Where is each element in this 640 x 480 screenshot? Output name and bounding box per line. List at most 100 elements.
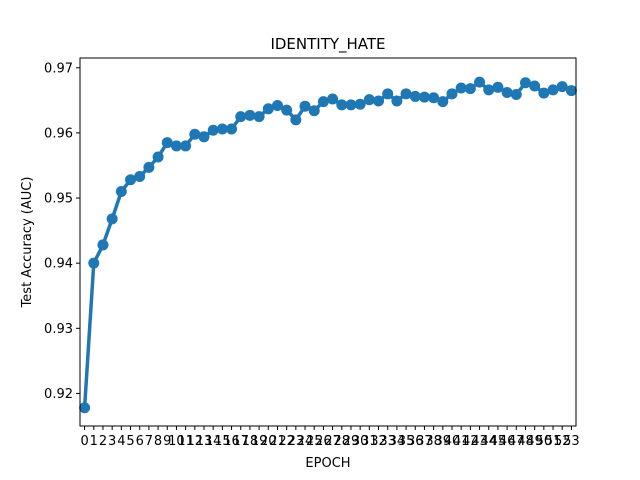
data-point: [152, 151, 164, 163]
data-point: [418, 91, 430, 103]
x-axis-label: EPOCH: [305, 456, 350, 471]
x-tick-label: 8: [154, 434, 162, 449]
data-point: [170, 140, 182, 152]
plot-area: [79, 76, 577, 414]
data-point: [115, 186, 127, 198]
data-point: [483, 84, 495, 96]
x-tick-label: 0: [80, 434, 88, 449]
x-tick-label: 46: [499, 434, 516, 449]
x-tick-label: 40: [444, 434, 461, 449]
x-tick-label: 9: [163, 434, 171, 449]
data-point: [253, 111, 265, 123]
data-point: [474, 76, 486, 88]
x-tick-label: 39: [435, 434, 452, 449]
x-tick-label: 14: [205, 434, 222, 449]
x-tick-label: 7: [145, 434, 153, 449]
y-tick-label: 0.97: [44, 61, 73, 76]
x-tick-label: 15: [214, 434, 231, 449]
x-tick-label: 29: [343, 434, 360, 449]
data-point: [492, 81, 504, 93]
x-tick-label: 21: [269, 434, 286, 449]
x-tick-label: 3: [108, 434, 116, 449]
data-point: [501, 87, 513, 99]
x-tick-label: 23: [288, 434, 305, 449]
x-tick-label: 2: [99, 434, 107, 449]
y-tick-label: 0.95: [44, 192, 73, 207]
x-tick-label: 45: [490, 434, 507, 449]
x-tick-label: 6: [136, 434, 144, 449]
x-tick-label: 48: [517, 434, 534, 449]
x-tick-label: 26: [315, 434, 332, 449]
data-point: [216, 123, 228, 135]
x-axis: 0 1 2 3 4 5 6 7 8 9101112131415161718192021222324…: [80, 426, 580, 449]
x-tick-label: 37: [416, 434, 433, 449]
data-point: [363, 94, 375, 106]
x-tick-label: 47: [508, 434, 525, 449]
x-tick-label: 35: [398, 434, 415, 449]
x-tick-label: 24: [297, 434, 314, 449]
data-point: [262, 103, 274, 115]
data-point: [161, 137, 173, 149]
data-point: [446, 88, 458, 100]
data-point: [400, 88, 412, 100]
data-point: [125, 174, 137, 186]
data-point: [244, 109, 256, 121]
data-point: [382, 88, 394, 100]
x-tick-label: 36: [407, 434, 424, 449]
data-point: [336, 99, 348, 111]
data-point: [290, 114, 302, 126]
data-point: [271, 100, 283, 112]
x-tick-label: 28: [334, 434, 351, 449]
data-point: [373, 95, 385, 107]
y-tick-label: 0.96: [44, 126, 73, 141]
data-point: [207, 124, 219, 136]
x-tick-label: 49: [526, 434, 543, 449]
x-tick-label: 10: [168, 434, 185, 449]
x-tick-label: 42: [462, 434, 479, 449]
y-tick-label: 0.92: [44, 387, 73, 402]
x-tick-label: 20: [260, 434, 277, 449]
data-point: [143, 161, 155, 173]
x-tick-label: 30: [352, 434, 369, 449]
x-tick-label: 41: [453, 434, 470, 449]
x-tick-label: 44: [480, 434, 497, 449]
x-tick-label: 52: [554, 434, 571, 449]
x-tick-label: 12: [187, 434, 204, 449]
data-point: [428, 92, 440, 104]
x-tick-label: 19: [251, 434, 268, 449]
data-point: [519, 77, 531, 89]
data-point: [299, 100, 311, 112]
x-tick-label: 50: [536, 434, 553, 449]
x-tick-label: 43: [471, 434, 488, 449]
x-tick-label: 25: [306, 434, 323, 449]
x-tick-label: 53: [563, 434, 580, 449]
x-tick-label: 34: [389, 434, 406, 449]
data-point: [538, 87, 550, 99]
y-axis-label: Test Accuracy (AUC): [20, 177, 35, 309]
data-point: [409, 90, 421, 102]
x-tick-label: 33: [379, 434, 396, 449]
x-tick-label: 18: [242, 434, 259, 449]
x-tick-label: 1: [90, 434, 98, 449]
data-point: [464, 83, 476, 95]
data-point: [547, 84, 559, 96]
x-tick-label: 17: [232, 434, 249, 449]
data-point: [529, 80, 541, 92]
data-point: [510, 88, 522, 100]
x-tick-label: 38: [425, 434, 442, 449]
x-tick-label: 16: [223, 434, 240, 449]
data-point: [565, 85, 577, 97]
x-tick-label: 51: [545, 434, 562, 449]
data-point: [226, 123, 238, 135]
data-point: [106, 213, 118, 225]
data-point: [88, 257, 100, 269]
data-point: [308, 105, 320, 117]
data-point: [317, 96, 329, 108]
x-tick-label: 11: [177, 434, 194, 449]
x-tick-label: 5: [126, 434, 134, 449]
data-point: [391, 95, 403, 107]
data-point: [97, 239, 109, 251]
x-tick-label: 27: [324, 434, 341, 449]
